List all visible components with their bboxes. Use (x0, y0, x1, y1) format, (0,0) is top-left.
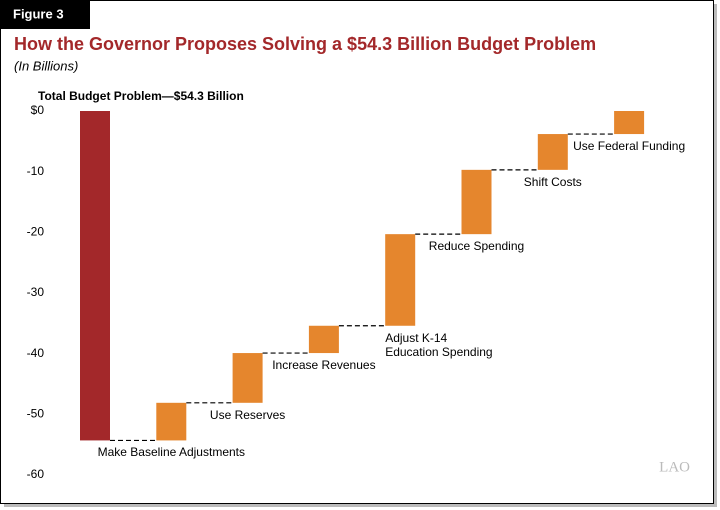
category-label: Reduce Spending (428, 239, 525, 254)
bar (537, 134, 568, 170)
category-label: Shift Costs (523, 174, 582, 189)
bar (461, 169, 492, 235)
y-tick-label: -40 (27, 346, 45, 360)
category-label: Increase Revenues (272, 358, 376, 373)
figure-tab (0, 0, 90, 29)
category-label: Make Baseline Adjustments (97, 445, 246, 460)
category-label: Adjust K-14 Education Spending (385, 330, 493, 359)
total-label: Total Budget Problem—$54.3 Billion (38, 89, 244, 103)
bar (232, 353, 263, 403)
bar (385, 234, 416, 326)
bar (156, 402, 187, 441)
category-label: Use Reserves (209, 407, 286, 422)
y-tick-label: -50 (27, 407, 45, 421)
bar (614, 111, 645, 135)
chart-title: How the Governor Proposes Solving a $54.… (14, 34, 596, 54)
logo: LAO (659, 459, 690, 475)
total-bar (80, 111, 110, 441)
y-tick-label: -10 (27, 164, 45, 178)
figure-label: Figure 3 (13, 6, 64, 21)
y-tick-label: -60 (27, 467, 45, 481)
chart-subtitle: (In Billions) (14, 58, 78, 73)
y-tick-label: -30 (27, 285, 45, 299)
y-tick-label: $0 (31, 103, 45, 117)
category-label: Use Federal Funding (573, 139, 686, 154)
y-tick-label: -20 (27, 225, 45, 239)
bar (308, 325, 339, 354)
